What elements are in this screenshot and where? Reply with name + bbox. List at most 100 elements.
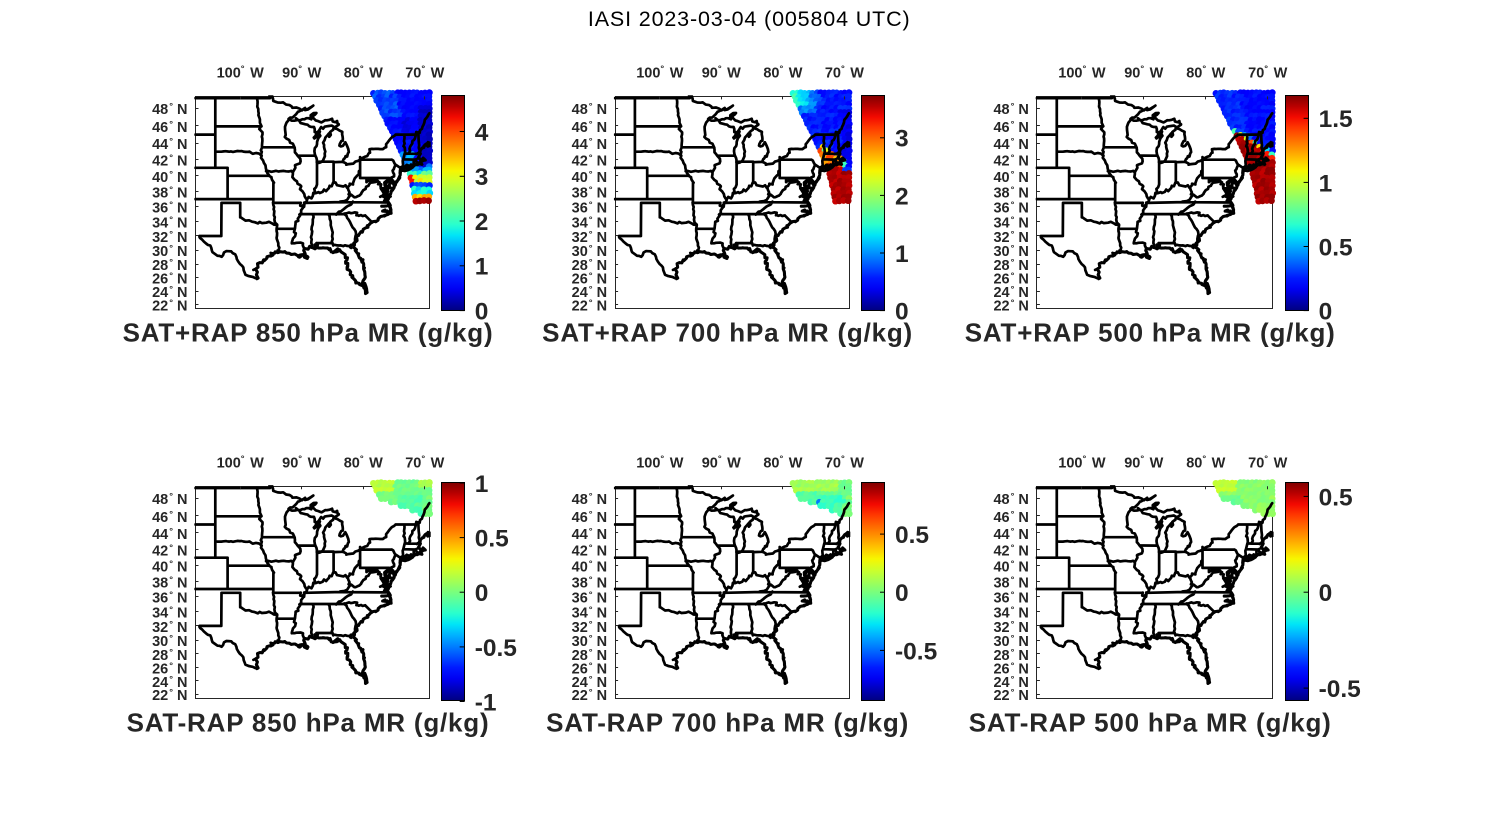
svg-text:-0.5: -0.5	[895, 638, 937, 665]
svg-text:0: 0	[1319, 580, 1333, 607]
svg-text:44°N: 44° N	[152, 136, 187, 153]
svg-text:3: 3	[895, 126, 909, 153]
svg-text:42°N: 42° N	[152, 153, 187, 170]
svg-text:22°N: 22° N	[572, 687, 607, 704]
svg-text:38°N: 38° N	[993, 574, 1028, 591]
svg-text:SAT-RAP 700 hPa MR (g/kg): SAT-RAP 700 hPa MR (g/kg)	[546, 708, 909, 738]
svg-text:46°N: 46° N	[572, 509, 607, 526]
svg-text:46°N: 46° N	[152, 509, 187, 526]
svg-text:SAT+RAP 850 hPa MR (g/kg): SAT+RAP 850 hPa MR (g/kg)	[123, 318, 494, 348]
svg-text:44°N: 44° N	[572, 526, 607, 543]
svg-text:48°N: 48° N	[152, 101, 187, 118]
svg-text:34°N: 34° N	[572, 604, 607, 621]
svg-text:-1: -1	[475, 689, 497, 716]
svg-text:48°N: 48° N	[572, 491, 607, 508]
svg-text:36°N: 36° N	[993, 590, 1028, 607]
svg-text:26°N: 26° N	[993, 661, 1028, 678]
svg-text:30°N: 30° N	[152, 243, 187, 260]
svg-text:80°W: 80° W	[763, 453, 802, 471]
svg-text:22°N: 22° N	[993, 297, 1028, 314]
svg-text:32°N: 32° N	[152, 229, 187, 246]
svg-text:38°N: 38° N	[572, 184, 607, 201]
svg-text:70°W: 70° W	[1248, 453, 1287, 471]
svg-text:48°N: 48° N	[993, 101, 1028, 118]
svg-text:26°N: 26° N	[152, 661, 187, 678]
svg-text:26°N: 26° N	[572, 271, 607, 288]
svg-text:44°N: 44° N	[152, 526, 187, 543]
svg-text:90°W: 90° W	[1124, 453, 1163, 471]
svg-text:36°N: 36° N	[152, 200, 187, 217]
svg-text:24°N: 24° N	[152, 674, 187, 691]
svg-text:80°W: 80° W	[344, 63, 383, 81]
svg-text:32°N: 32° N	[152, 619, 187, 636]
svg-text:24°N: 24° N	[152, 284, 187, 301]
svg-text:28°N: 28° N	[152, 257, 187, 274]
svg-text:1: 1	[475, 254, 489, 281]
svg-text:36°N: 36° N	[152, 590, 187, 607]
svg-text:46°N: 46° N	[152, 119, 187, 136]
svg-text:22°N: 22° N	[572, 297, 607, 314]
svg-text:34°N: 34° N	[572, 215, 607, 232]
svg-text:0: 0	[475, 299, 489, 326]
svg-text:32°N: 32° N	[993, 619, 1028, 636]
svg-text:90°W: 90° W	[1124, 63, 1163, 81]
svg-text:80°W: 80° W	[344, 453, 383, 471]
svg-text:30°N: 30° N	[993, 243, 1028, 260]
svg-text:32°N: 32° N	[993, 229, 1028, 246]
svg-text:22°N: 22° N	[152, 297, 187, 314]
svg-text:38°N: 38° N	[993, 184, 1028, 201]
svg-text:44°N: 44° N	[993, 526, 1028, 543]
svg-text:22°N: 22° N	[152, 687, 187, 704]
svg-text:26°N: 26° N	[993, 271, 1028, 288]
svg-text:42°N: 42° N	[572, 153, 607, 170]
svg-text:SAT+RAP 500 hPa MR (g/kg): SAT+RAP 500 hPa MR (g/kg)	[965, 318, 1336, 348]
svg-text:90°W: 90° W	[282, 63, 321, 81]
svg-text:36°N: 36° N	[993, 200, 1028, 217]
svg-text:4: 4	[475, 119, 489, 146]
svg-text:44°N: 44° N	[572, 136, 607, 153]
svg-text:70°W: 70° W	[405, 453, 444, 471]
svg-text:38°N: 38° N	[152, 574, 187, 591]
svg-text:30°N: 30° N	[152, 633, 187, 650]
svg-text:-0.5: -0.5	[475, 635, 517, 662]
svg-text:80°W: 80° W	[1186, 63, 1225, 81]
svg-text:48°N: 48° N	[993, 491, 1028, 508]
svg-text:26°N: 26° N	[572, 661, 607, 678]
svg-text:40°N: 40° N	[572, 559, 607, 576]
svg-text:100°W: 100° W	[1058, 453, 1106, 471]
svg-text:80°W: 80° W	[763, 63, 802, 81]
svg-text:32°N: 32° N	[572, 619, 607, 636]
svg-text:SAT+RAP 700 hPa MR (g/kg): SAT+RAP 700 hPa MR (g/kg)	[542, 318, 913, 348]
svg-text:100°W: 100° W	[1058, 63, 1106, 81]
svg-text:2: 2	[895, 183, 909, 210]
svg-text:0.5: 0.5	[895, 522, 929, 549]
svg-text:36°N: 36° N	[572, 200, 607, 217]
svg-text:70°W: 70° W	[825, 63, 864, 81]
svg-text:40°N: 40° N	[993, 169, 1028, 186]
svg-text:36°N: 36° N	[572, 590, 607, 607]
svg-text:24°N: 24° N	[572, 284, 607, 301]
svg-text:34°N: 34° N	[152, 604, 187, 621]
svg-text:38°N: 38° N	[152, 184, 187, 201]
svg-text:30°N: 30° N	[993, 633, 1028, 650]
svg-text:28°N: 28° N	[152, 647, 187, 664]
svg-text:90°W: 90° W	[282, 453, 321, 471]
svg-text:42°N: 42° N	[993, 543, 1028, 560]
svg-text:38°N: 38° N	[572, 574, 607, 591]
svg-text:30°N: 30° N	[572, 243, 607, 260]
svg-text:40°N: 40° N	[572, 169, 607, 186]
svg-text:90°W: 90° W	[702, 63, 741, 81]
svg-text:28°N: 28° N	[572, 647, 607, 664]
svg-text:24°N: 24° N	[572, 674, 607, 691]
svg-text:46°N: 46° N	[993, 119, 1028, 136]
svg-text:100°W: 100° W	[217, 63, 265, 81]
svg-text:1: 1	[895, 241, 909, 268]
svg-text:24°N: 24° N	[993, 284, 1028, 301]
svg-text:0: 0	[895, 580, 909, 607]
svg-text:90°W: 90° W	[702, 453, 741, 471]
svg-text:24°N: 24° N	[993, 674, 1028, 691]
svg-text:28°N: 28° N	[993, 257, 1028, 274]
svg-text:40°N: 40° N	[993, 559, 1028, 576]
svg-text:70°W: 70° W	[825, 453, 864, 471]
svg-text:70°W: 70° W	[1248, 63, 1287, 81]
